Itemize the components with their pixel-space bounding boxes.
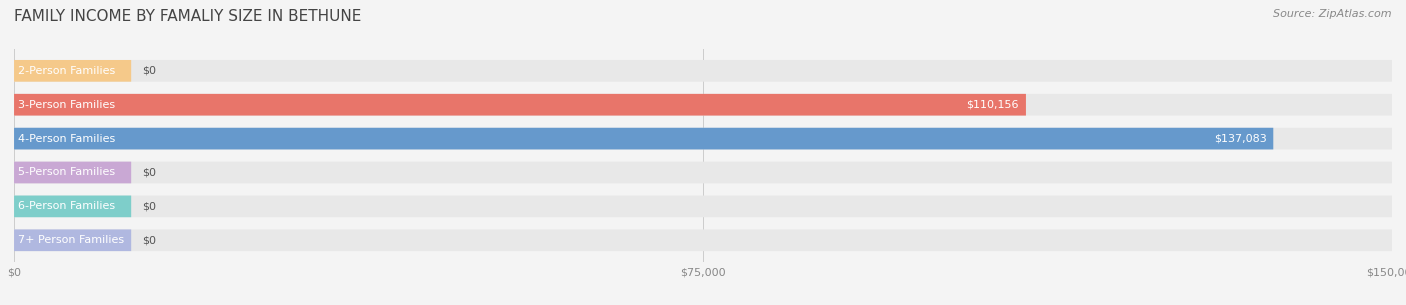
FancyBboxPatch shape [14, 162, 1392, 183]
Text: 4-Person Families: 4-Person Families [18, 134, 115, 144]
Text: $0: $0 [142, 66, 156, 76]
FancyBboxPatch shape [14, 229, 131, 251]
FancyBboxPatch shape [14, 196, 1392, 217]
Text: $0: $0 [142, 235, 156, 245]
FancyBboxPatch shape [14, 94, 1026, 116]
FancyBboxPatch shape [14, 128, 1392, 149]
Text: $110,156: $110,156 [966, 100, 1019, 110]
Text: 2-Person Families: 2-Person Families [18, 66, 115, 76]
FancyBboxPatch shape [14, 60, 131, 82]
FancyBboxPatch shape [14, 94, 1392, 116]
Text: 7+ Person Families: 7+ Person Families [18, 235, 124, 245]
FancyBboxPatch shape [14, 60, 1392, 82]
Text: $0: $0 [142, 167, 156, 178]
Text: 6-Person Families: 6-Person Families [18, 201, 115, 211]
Text: $0: $0 [142, 201, 156, 211]
FancyBboxPatch shape [14, 128, 1274, 149]
Text: 5-Person Families: 5-Person Families [18, 167, 115, 178]
Text: FAMILY INCOME BY FAMALIY SIZE IN BETHUNE: FAMILY INCOME BY FAMALIY SIZE IN BETHUNE [14, 9, 361, 24]
Text: $137,083: $137,083 [1213, 134, 1267, 144]
FancyBboxPatch shape [14, 229, 1392, 251]
FancyBboxPatch shape [14, 196, 131, 217]
FancyBboxPatch shape [14, 162, 131, 183]
Text: Source: ZipAtlas.com: Source: ZipAtlas.com [1274, 9, 1392, 19]
Text: 3-Person Families: 3-Person Families [18, 100, 115, 110]
